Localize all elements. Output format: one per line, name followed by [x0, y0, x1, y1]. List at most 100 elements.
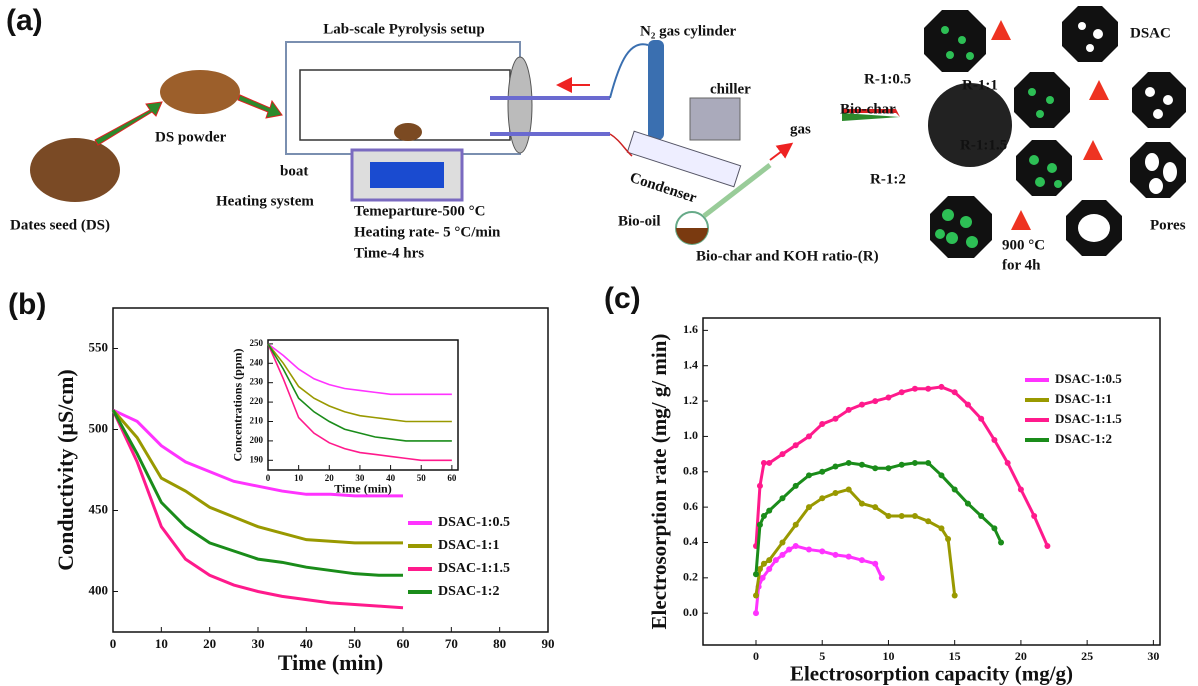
point	[872, 465, 878, 471]
y-tick-label: 0.2	[683, 570, 698, 584]
point	[846, 407, 852, 413]
x-axis-label: Time (min)	[278, 650, 383, 675]
x-axis-label: Electrosorption capacity (mg/g)	[790, 662, 1073, 686]
x-tick-label: 20	[203, 636, 216, 651]
legend-label: DSAC-1:1.5	[1055, 411, 1122, 426]
x-tick-label: 10	[155, 636, 168, 651]
point	[846, 486, 852, 492]
label: Pores	[1150, 217, 1186, 233]
x-axis-label: Time (min)	[334, 482, 391, 496]
point	[938, 472, 944, 478]
point	[952, 593, 958, 599]
point	[779, 495, 785, 501]
y-tick-label: 550	[89, 339, 109, 354]
y-tick-label: 450	[89, 501, 109, 516]
point	[952, 486, 958, 492]
y-tick-label: 250	[250, 338, 264, 348]
label: chiller	[710, 81, 751, 97]
point	[998, 539, 1004, 545]
point	[846, 460, 852, 466]
legend-label: DSAC-1:1.5	[438, 561, 510, 576]
point	[786, 547, 792, 553]
x-tick-label: 0	[110, 636, 117, 651]
powder-image	[160, 70, 240, 114]
x-tick-label: 0	[753, 649, 759, 663]
point	[819, 548, 825, 554]
point	[879, 575, 885, 581]
point	[965, 402, 971, 408]
point	[872, 504, 878, 510]
x-tick-label: 0	[266, 473, 271, 483]
point	[1044, 543, 1050, 549]
y-axis-label: Conductivity (µS/cm)	[53, 369, 78, 571]
label: Heating system	[216, 193, 314, 209]
x-tick-label: 30	[252, 636, 265, 651]
y-axis-label: Concentrations (ppm)	[230, 348, 244, 461]
point	[978, 416, 984, 422]
x-tick-label: 90	[542, 636, 555, 651]
label: Bio-char and KOH ratio-(R)	[696, 248, 879, 264]
arrow	[95, 102, 162, 145]
y-tick-label: 0.6	[683, 499, 698, 513]
point	[793, 543, 799, 549]
point	[753, 593, 759, 599]
hose	[610, 44, 648, 98]
legend-label: DSAC-1:1	[1055, 391, 1112, 406]
x-tick-label: 20	[325, 473, 335, 483]
point	[965, 501, 971, 507]
point	[1031, 513, 1037, 519]
legend-label: DSAC-1:2	[438, 584, 499, 599]
point	[899, 389, 905, 395]
label: Bio-oil	[618, 213, 661, 229]
point	[885, 395, 891, 401]
point	[899, 462, 905, 468]
point	[832, 490, 838, 496]
point	[859, 462, 865, 468]
point	[872, 398, 878, 404]
x-tick-label: 25	[1081, 649, 1093, 663]
point	[819, 469, 825, 475]
point	[912, 386, 918, 392]
y-tick-label: 200	[250, 435, 264, 445]
point	[757, 522, 763, 528]
y-axis-label: Electrosorption rate (mg/ g/ min)	[647, 334, 671, 630]
boat-image	[394, 123, 422, 141]
label: DS powder	[155, 129, 227, 145]
label: Condenser	[628, 170, 699, 207]
x-tick-label: 80	[493, 636, 506, 651]
point	[806, 504, 812, 510]
schematic: (a) Lab-scale Pyrolysis setup N₂ gas cyl…	[6, 4, 1186, 274]
x-tick-label: 10	[882, 649, 894, 663]
point	[753, 571, 759, 577]
point	[912, 460, 918, 466]
legend-label: DSAC-1:2	[1055, 431, 1112, 446]
y-tick-label: 500	[89, 420, 109, 435]
point	[991, 525, 997, 531]
point	[806, 472, 812, 478]
panel-label: (a)	[6, 4, 43, 37]
x-tick-label: 5	[819, 649, 825, 663]
x-tick-label: 60	[397, 636, 410, 651]
label: gas	[790, 121, 811, 137]
point	[761, 561, 767, 567]
point	[938, 384, 944, 390]
x-tick-label: 10	[294, 473, 304, 483]
label: boat	[280, 163, 308, 179]
label: Time-4 hrs	[354, 245, 424, 261]
y-tick-label: 0.8	[683, 464, 698, 478]
label: 900 °C	[1002, 237, 1045, 253]
plot-area	[703, 318, 1160, 645]
legend-label: DSAC-1:1	[438, 538, 499, 553]
point	[766, 460, 772, 466]
point	[925, 518, 931, 524]
series-line	[756, 489, 955, 595]
y-tick-label: 0.0	[683, 605, 698, 619]
label: Temeparture-500 °C	[354, 203, 485, 219]
point	[978, 513, 984, 519]
x-tick-label: 20	[1015, 649, 1027, 663]
label: R-1:1.5	[960, 137, 1007, 153]
y-tick-label: 210	[250, 416, 264, 426]
point	[832, 416, 838, 422]
point	[925, 386, 931, 392]
biochar-image	[928, 83, 1012, 167]
